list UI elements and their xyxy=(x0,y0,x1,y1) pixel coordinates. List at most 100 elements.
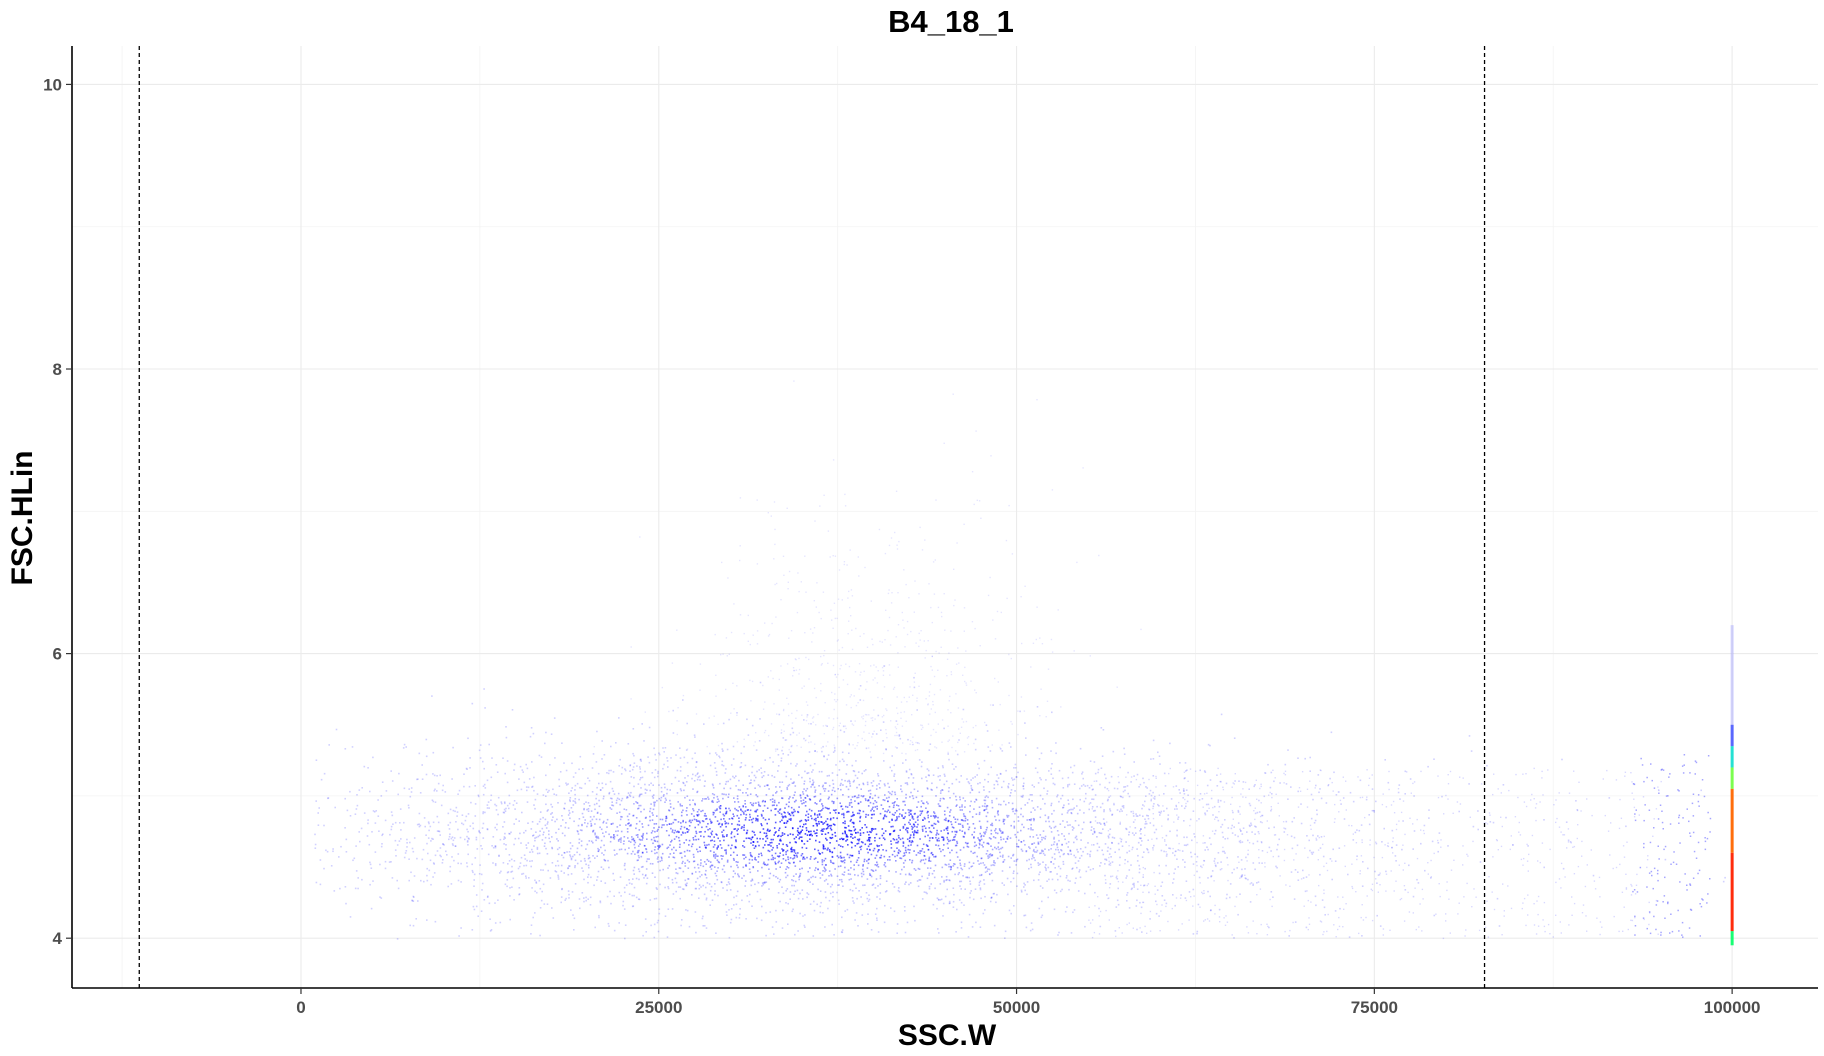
scatter-point xyxy=(1190,851,1192,854)
scatter-point xyxy=(676,769,679,772)
scatter-point xyxy=(1039,834,1042,836)
scatter-point xyxy=(1030,818,1033,820)
scatter-point xyxy=(870,875,873,878)
scatter-point xyxy=(790,850,793,853)
scatter-point xyxy=(596,786,598,789)
scatter-point xyxy=(711,864,713,867)
scatter-point xyxy=(518,778,520,780)
scatter-point xyxy=(803,802,805,804)
scatter-point xyxy=(672,807,675,810)
scatter-point xyxy=(987,868,989,870)
scatter-point xyxy=(863,858,866,861)
scatter-point xyxy=(695,881,697,883)
scatter-point xyxy=(732,775,734,778)
scatter-point xyxy=(530,727,533,729)
scatter-point xyxy=(1072,911,1074,914)
scatter-point xyxy=(831,800,833,803)
scatter-point xyxy=(853,822,855,825)
scatter-point xyxy=(1121,805,1124,808)
scatter-point xyxy=(713,762,716,764)
scatter-point xyxy=(867,790,870,792)
scatter-point xyxy=(349,815,352,817)
scatter-point xyxy=(791,812,794,815)
scatter-point xyxy=(434,788,436,791)
scatter-point xyxy=(1472,825,1475,828)
scatter-point xyxy=(742,792,744,794)
scatter-point xyxy=(891,818,893,821)
scatter-point xyxy=(823,755,825,758)
scatter-point xyxy=(607,772,610,775)
scatter-point xyxy=(1091,798,1093,800)
scatter-point xyxy=(1026,859,1028,862)
scatter-point xyxy=(1238,780,1240,782)
scatter-point xyxy=(1071,826,1074,828)
scatter-point xyxy=(1260,841,1263,843)
scatter-point xyxy=(1026,802,1029,804)
scatter-point xyxy=(924,858,927,861)
scatter-point xyxy=(745,865,748,867)
scatter-point xyxy=(999,851,1001,854)
scatter-point xyxy=(778,843,780,845)
scatter-point xyxy=(783,816,785,818)
scatter-point xyxy=(967,936,970,938)
scatter-point xyxy=(734,807,736,810)
scatter-point xyxy=(913,833,915,835)
scatter-point xyxy=(875,869,877,872)
scatter-point xyxy=(332,850,334,853)
scatter-point xyxy=(1056,794,1059,796)
scatter-point xyxy=(843,871,846,873)
scatter-point xyxy=(469,767,471,769)
scatter-point xyxy=(1099,806,1102,809)
scatter-point xyxy=(937,898,940,901)
scatter-point xyxy=(695,871,697,873)
scatter-point xyxy=(484,707,486,709)
scatter-point xyxy=(576,782,579,785)
scatter-point xyxy=(842,812,845,815)
scatter-point xyxy=(756,890,759,893)
scatter-point xyxy=(889,766,891,769)
scatter-point xyxy=(664,915,667,917)
scatter-point xyxy=(642,837,644,839)
scatter-point xyxy=(792,811,795,814)
scatter-point xyxy=(637,783,640,785)
scatter-point xyxy=(1312,851,1315,854)
scatter-point xyxy=(846,806,849,808)
scatter-point xyxy=(1017,846,1020,848)
scatter-point xyxy=(415,918,417,920)
scatter-point xyxy=(896,798,898,800)
scatter-point xyxy=(573,820,575,823)
scatter-point xyxy=(776,847,779,849)
scatter-point xyxy=(760,852,762,855)
scatter-point xyxy=(796,889,799,892)
scatter-point xyxy=(1010,789,1013,791)
scatter-point xyxy=(551,836,553,838)
scatter-point xyxy=(943,727,945,730)
scatter-point xyxy=(848,804,851,806)
scatter-point xyxy=(578,838,581,841)
scatter-point xyxy=(1015,776,1018,778)
scatter-point xyxy=(429,859,432,862)
scatter-point xyxy=(675,835,678,838)
scatter-point xyxy=(698,820,701,823)
scatter-point xyxy=(793,857,796,859)
scatter-point xyxy=(1010,912,1012,915)
scatter-point xyxy=(1021,823,1023,826)
scatter-point xyxy=(700,831,702,833)
scatter-point xyxy=(986,820,989,823)
scatter-point xyxy=(1136,815,1139,817)
scatter-point xyxy=(696,814,698,816)
scatter-point xyxy=(1128,831,1131,833)
scatter-point xyxy=(885,748,887,750)
scatter-point xyxy=(629,764,631,767)
scatter-point xyxy=(785,844,788,846)
scatter-point xyxy=(852,826,855,828)
scatter-point xyxy=(508,802,511,805)
scatter-point xyxy=(1163,850,1165,853)
scatter-point xyxy=(723,864,725,867)
scatter-point xyxy=(587,808,590,810)
scatter-point xyxy=(752,866,754,868)
scatter-point xyxy=(620,839,622,841)
scatter-point xyxy=(860,795,863,797)
scatter-point xyxy=(496,771,499,773)
scatter-point xyxy=(912,797,915,800)
